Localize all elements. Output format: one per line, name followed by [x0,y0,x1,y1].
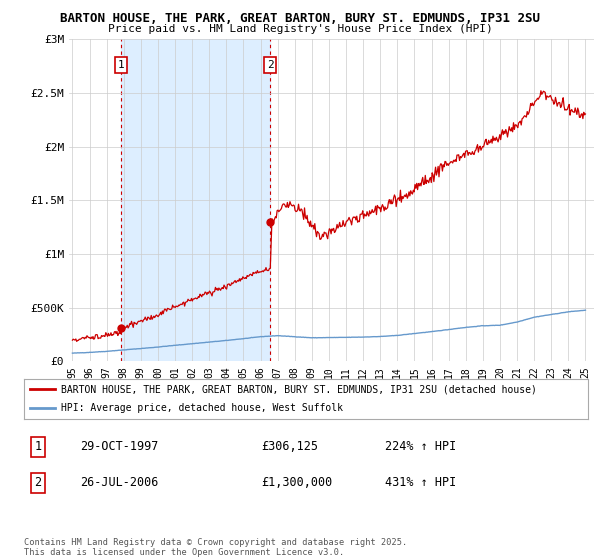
Text: HPI: Average price, detached house, West Suffolk: HPI: Average price, detached house, West… [61,403,343,413]
Text: 224% ↑ HPI: 224% ↑ HPI [385,440,456,453]
Text: £1,300,000: £1,300,000 [261,477,332,489]
Text: £306,125: £306,125 [261,440,318,453]
Text: 26-JUL-2006: 26-JUL-2006 [80,477,159,489]
Text: BARTON HOUSE, THE PARK, GREAT BARTON, BURY ST. EDMUNDS, IP31 2SU (detached house: BARTON HOUSE, THE PARK, GREAT BARTON, BU… [61,385,536,394]
Text: Contains HM Land Registry data © Crown copyright and database right 2025.
This d: Contains HM Land Registry data © Crown c… [24,538,407,557]
Text: 1: 1 [35,440,41,453]
Text: 2: 2 [267,60,274,70]
Text: 29-OCT-1997: 29-OCT-1997 [80,440,159,453]
Text: 1: 1 [118,60,124,70]
Text: Price paid vs. HM Land Registry's House Price Index (HPI): Price paid vs. HM Land Registry's House … [107,24,493,34]
Bar [121,39,270,361]
Text: 2: 2 [35,477,41,489]
Text: 431% ↑ HPI: 431% ↑ HPI [385,477,456,489]
Text: BARTON HOUSE, THE PARK, GREAT BARTON, BURY ST. EDMUNDS, IP31 2SU: BARTON HOUSE, THE PARK, GREAT BARTON, BU… [60,12,540,25]
